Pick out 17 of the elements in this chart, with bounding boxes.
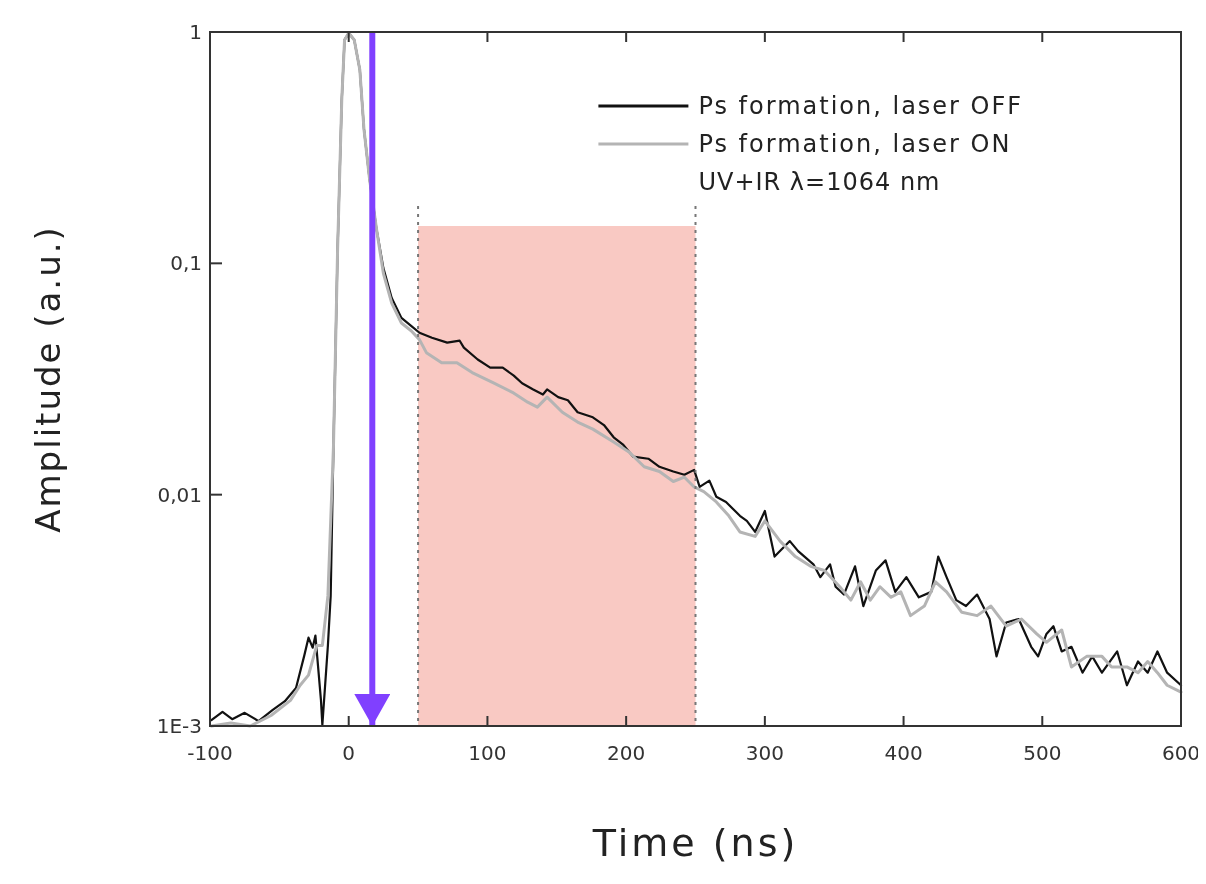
x-tick-label: 500 (1023, 741, 1062, 765)
x-tick-label: 100 (468, 741, 507, 765)
x-tick-label: 0 (342, 741, 356, 765)
x-tick-label: 600 (1161, 741, 1201, 765)
y-axis-title: Amplitude (a.u.) (28, 225, 68, 533)
legend-label: Ps formation, laser OFF (698, 92, 1024, 120)
y-tick-label: 1 (189, 20, 202, 44)
y-tick-label: 0,01 (157, 482, 202, 507)
x-tick-label: 200 (607, 741, 646, 765)
x-tick-label: 400 (884, 741, 923, 765)
annotation: UV+IR λ=1064 nm (698, 168, 941, 196)
y-tick-label: 0,1 (170, 251, 202, 276)
x-tick-label: 300 (745, 741, 784, 765)
x-axis-title: Time (ns) (591, 821, 799, 865)
y-tick-label: 1E-3 (156, 714, 202, 738)
x-tick-label: -100 (187, 741, 233, 765)
legend-label: Ps formation, laser ON (698, 130, 1012, 158)
